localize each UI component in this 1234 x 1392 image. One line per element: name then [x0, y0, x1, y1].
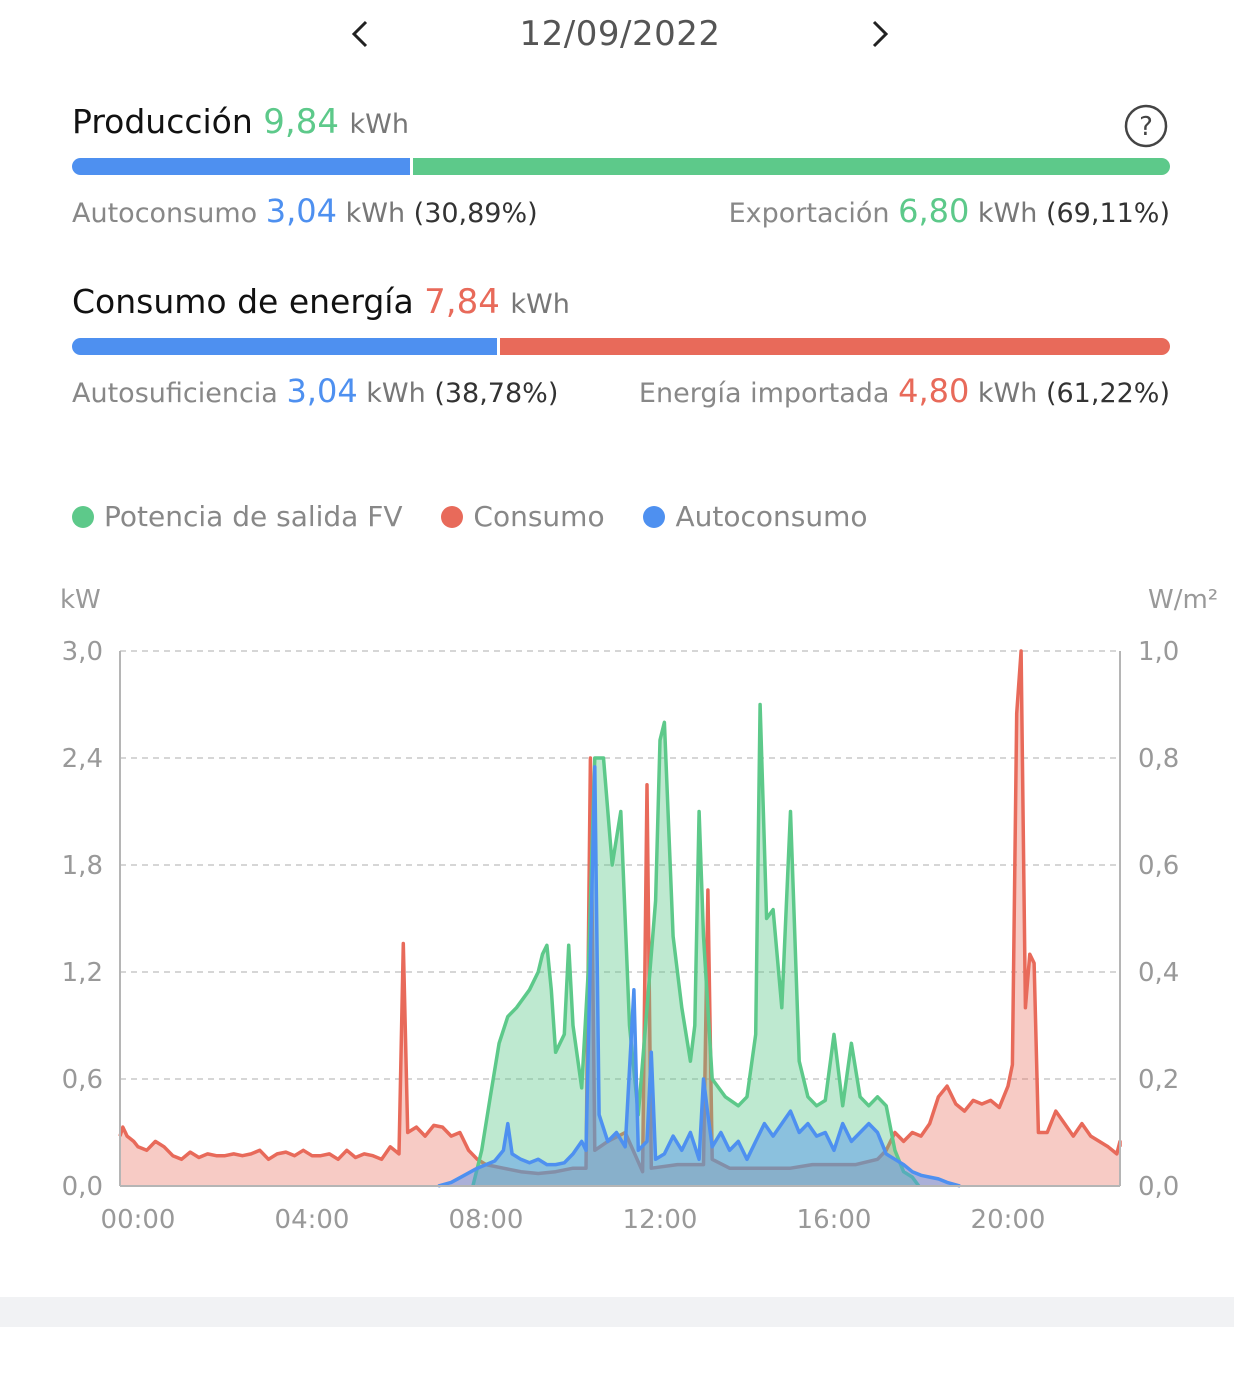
date-label[interactable]: 12/09/2022 — [519, 14, 721, 54]
chart-axes: 0,0 0,0 0,6 0,2 1,2 0,4 1,8 0,6 2,4 0,8 3,0 1,0 00:0… — [62, 637, 1180, 1235]
chart-series — [118, 649, 1122, 1188]
question-circle-icon[interactable]: ? — [1124, 104, 1168, 148]
y2-tick-label: 1,0 — [1138, 637, 1179, 667]
x-tick-label: 20:00 — [971, 1205, 1046, 1235]
y-tick-label: 1,2 — [62, 958, 103, 988]
x-tick-label: 12:00 — [623, 1205, 698, 1235]
imported-bar-segment — [499, 338, 1170, 355]
series-line — [118, 649, 1122, 1176]
self-sufficiency-stat: Autosuficiencia 3,04 kWh (38,78%) — [72, 372, 558, 410]
y2-tick-label: 0,2 — [1138, 1065, 1179, 1095]
series-line — [437, 765, 961, 1188]
consumption-title: Consumo de energía 7,84 kWh — [72, 282, 1170, 322]
y-tick-label: 0,6 — [62, 1065, 103, 1095]
self-consumption-bar-segment — [72, 158, 411, 175]
production-section: Producción 9,84 kWh ? Autoconsumo 3,04 k… — [72, 102, 1170, 230]
legend-item-consumption[interactable]: Consumo — [441, 500, 605, 533]
export-value: 6,80 — [898, 192, 970, 230]
x-tick-label: 04:00 — [275, 1205, 350, 1235]
self-consumption-stat: Autoconsumo 3,04 kWh (30,89%) — [72, 192, 538, 230]
y2-tick-label: 0,8 — [1138, 744, 1179, 774]
imported-percent: (61,22%) — [1045, 378, 1170, 409]
y2-tick-label: 0,4 — [1138, 958, 1179, 988]
y-tick-label: 2,4 — [62, 744, 103, 774]
legend-label: Consumo — [473, 500, 605, 533]
consumption-section: Consumo de energía 7,84 kWh Autosuficien… — [72, 282, 1170, 410]
self-sufficiency-unit: kWh — [366, 378, 426, 409]
legend-item-self-consumption[interactable]: Autoconsumo — [643, 500, 868, 533]
x-tick-label: 08:00 — [449, 1205, 524, 1235]
legend-item-pv-output[interactable]: Potencia de salida FV — [72, 500, 403, 533]
self-consumption-unit: kWh — [345, 198, 406, 229]
imported-value: 4,80 — [898, 372, 970, 410]
y-tick-label: 0,0 — [62, 1172, 103, 1202]
left-axis-unit: kW — [60, 585, 101, 615]
consumption-unit: kWh — [510, 289, 570, 320]
y-tick-label: 3,0 — [62, 637, 103, 667]
series-line — [471, 702, 921, 1188]
consumption-label: Consumo de energía — [72, 282, 414, 321]
self-consumption-percent: (30,89%) — [413, 198, 538, 229]
self-sufficiency-percent: (38,78%) — [434, 378, 559, 409]
bottom-divider — [0, 1297, 1234, 1327]
export-stat: Exportación 6,80 kWh (69,11%) — [729, 192, 1170, 230]
consumption-value: 7,84 — [424, 282, 500, 322]
chevron-right-icon[interactable] — [866, 16, 896, 52]
export-unit: kWh — [977, 198, 1038, 229]
chart-legend: Potencia de salida FV Consumo Autoconsum… — [72, 500, 898, 533]
legend-dot-icon — [441, 506, 464, 528]
production-bar — [72, 158, 1170, 175]
y2-tick-label: 0,6 — [1138, 851, 1179, 881]
export-bar-segment — [413, 158, 1170, 175]
production-value: 9,84 — [263, 102, 339, 142]
self-sufficiency-label: Autosuficiencia — [72, 378, 278, 409]
production-label: Producción — [72, 102, 253, 141]
imported-stat: Energía importada 4,80 kWh (61,22%) — [639, 372, 1170, 410]
y2-tick-label: 0,0 — [1138, 1172, 1179, 1202]
y-tick-label: 1,8 — [62, 851, 103, 881]
legend-dot-icon — [72, 506, 94, 528]
imported-unit: kWh — [977, 378, 1038, 409]
power-chart[interactable]: kW W/m² 0,0 0,0 0,6 0,2 1,2 0,4 1,8 0,6 2,4 0,8 3,… — [0, 570, 1234, 1250]
self-consumption-value: 3,04 — [265, 192, 338, 230]
self-consumption-label: Autoconsumo — [72, 198, 258, 229]
export-percent: (69,11%) — [1045, 198, 1170, 229]
x-tick-label: 00:00 — [101, 1205, 176, 1235]
date-navigation: 12/09/2022 — [0, 0, 1234, 70]
x-tick-label: 16:00 — [797, 1205, 872, 1235]
chevron-left-icon[interactable] — [344, 16, 374, 52]
chart-grid — [120, 650, 1120, 1080]
consumption-bar — [72, 338, 1170, 355]
imported-label: Energía importada — [638, 378, 890, 409]
production-unit: kWh — [349, 109, 409, 140]
legend-label: Autoconsumo — [675, 500, 868, 533]
right-axis-unit: W/m² — [1148, 585, 1218, 615]
legend-dot-icon — [643, 506, 666, 528]
production-title: Producción 9,84 kWh — [72, 102, 1170, 142]
export-label: Exportación — [728, 198, 890, 229]
self-sufficiency-value: 3,04 — [286, 372, 358, 410]
svg-text:?: ? — [1139, 112, 1153, 142]
self-sufficiency-bar-segment — [72, 338, 497, 355]
legend-label: Potencia de salida FV — [104, 500, 403, 533]
